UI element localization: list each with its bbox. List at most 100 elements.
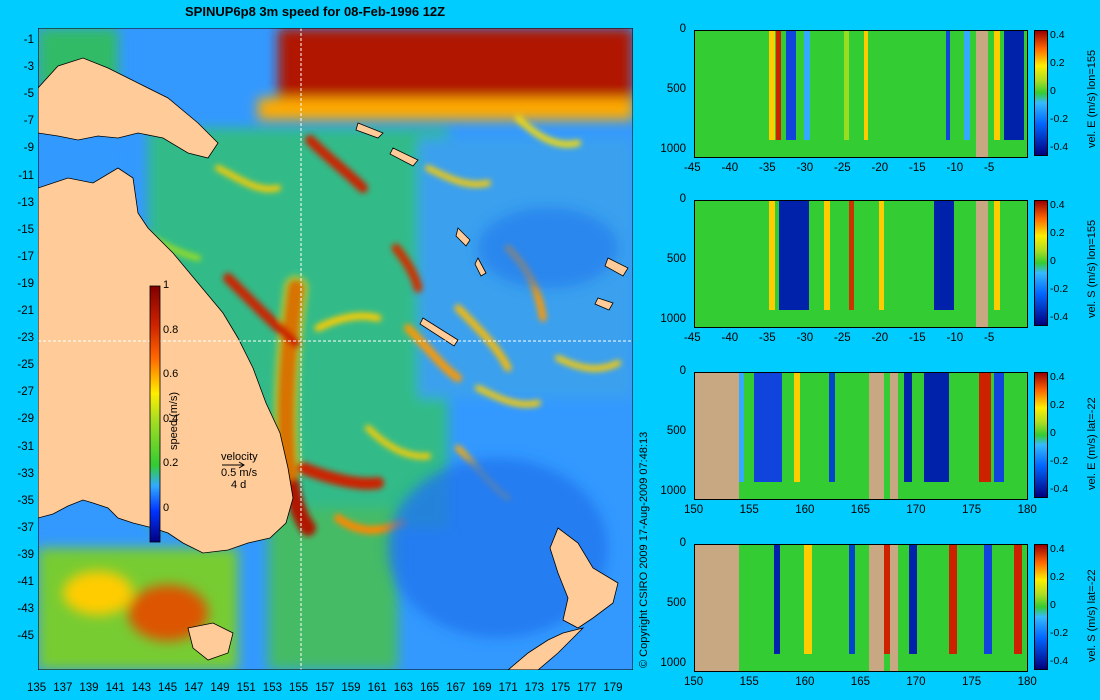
velocity-band bbox=[774, 544, 780, 654]
section-x-tick: 165 bbox=[850, 504, 870, 516]
lat-label: -41 bbox=[17, 576, 34, 588]
section-y-tick: 1000 bbox=[660, 657, 686, 669]
lat-label: -31 bbox=[17, 440, 34, 453]
section-colorbar-tick: 0.4 bbox=[1050, 29, 1065, 41]
map-colorbar-tick: 0.2 bbox=[163, 457, 179, 470]
lat-label: -37 bbox=[17, 521, 34, 534]
map-canvas bbox=[38, 28, 633, 670]
lat-label: -33 bbox=[17, 467, 34, 480]
lat-label: -21 bbox=[17, 305, 34, 317]
lon-label: 161 bbox=[367, 682, 387, 694]
section-colorbar bbox=[1034, 372, 1048, 498]
velocity-band bbox=[779, 200, 809, 310]
velocity-band bbox=[776, 30, 781, 140]
land-mask bbox=[694, 372, 739, 500]
section-x-tick: 165 bbox=[850, 676, 870, 688]
section-x-tick: 170 bbox=[906, 504, 926, 516]
section-colorbar bbox=[1034, 200, 1048, 326]
velocity-key-title: velocity bbox=[221, 451, 258, 463]
lon-label: 169 bbox=[472, 682, 492, 694]
section-background bbox=[694, 544, 1028, 672]
section-x-tick: 170 bbox=[906, 676, 926, 688]
section-panel bbox=[694, 200, 1028, 328]
lon-label: 163 bbox=[393, 682, 413, 694]
section-y-tick: 0 bbox=[679, 193, 686, 205]
section-colorbar-tick: 0.4 bbox=[1050, 199, 1065, 211]
section-colorbar-tick: 0.2 bbox=[1050, 399, 1065, 411]
lon-label: 149 bbox=[210, 682, 230, 694]
lat-label: -11 bbox=[18, 169, 34, 182]
velocity-band bbox=[924, 372, 949, 482]
velocity-band bbox=[824, 200, 830, 310]
velocity-band bbox=[769, 30, 775, 140]
velocity-band bbox=[949, 544, 957, 654]
section-x-tick: -40 bbox=[721, 162, 739, 174]
lon-label: 141 bbox=[105, 682, 125, 694]
lat-label: -39 bbox=[17, 548, 34, 561]
section-frame bbox=[694, 544, 1028, 672]
velocity-band bbox=[994, 30, 1000, 140]
section-colorbar-tick: 0 bbox=[1050, 255, 1056, 267]
figure-title: SPINUP6p8 3m speed for 08-Feb-1996 12Z bbox=[185, 4, 446, 19]
section-y-tick: 0 bbox=[679, 365, 686, 377]
velocity-band bbox=[1014, 544, 1022, 654]
lon-label: 143 bbox=[131, 682, 151, 694]
section-y-tick: 500 bbox=[666, 253, 686, 265]
lon-label: 165 bbox=[420, 682, 440, 694]
section-x-tick: -15 bbox=[909, 162, 926, 174]
lon-label: 177 bbox=[577, 682, 597, 694]
section-x-tick: -10 bbox=[946, 332, 964, 344]
lat-label: -9 bbox=[23, 142, 34, 155]
lon-label: 145 bbox=[158, 682, 178, 694]
lat-label: -27 bbox=[17, 386, 34, 399]
section-x-tick: 155 bbox=[739, 504, 759, 516]
section-x-tick: 175 bbox=[962, 504, 982, 516]
section-y-tick: 1000 bbox=[660, 485, 686, 497]
section-x-tick: -40 bbox=[721, 332, 739, 344]
velocity-band bbox=[849, 200, 854, 310]
section-x-tick: -35 bbox=[759, 162, 776, 174]
section-colorbar-tick: -0.2 bbox=[1050, 283, 1069, 295]
section-y-tick: 500 bbox=[666, 425, 686, 437]
lat-label: -29 bbox=[17, 413, 34, 426]
section-background bbox=[694, 372, 1028, 500]
lon-label: 179 bbox=[603, 682, 623, 694]
lat-label: -1 bbox=[23, 34, 34, 46]
section-colorbar bbox=[1034, 30, 1048, 156]
section-frame bbox=[694, 372, 1028, 500]
section-colorbar-tick: -0.4 bbox=[1050, 655, 1069, 667]
velocity-band bbox=[994, 200, 1000, 310]
map-colorbar-tick: 0.8 bbox=[163, 323, 179, 336]
lat-label: -23 bbox=[17, 332, 34, 345]
copyright-text: © Copyright CSIRO 2009 17-Aug-2009 07:48… bbox=[638, 431, 650, 668]
section-y-tick: 500 bbox=[666, 83, 686, 95]
lat-label: -25 bbox=[17, 359, 34, 372]
section-x-tick: -45 bbox=[684, 332, 701, 344]
section-colorbar-tick: -0.2 bbox=[1050, 627, 1069, 639]
map-colorbar-tick: 0.4 bbox=[163, 412, 179, 425]
map-colorbar-label: speed (m/s) bbox=[168, 391, 180, 450]
velocity-band bbox=[1004, 30, 1024, 140]
lon-label: 173 bbox=[524, 682, 544, 694]
section-x-tick: -15 bbox=[909, 332, 926, 344]
section-x-tick: -5 bbox=[984, 162, 995, 174]
lon-label: 151 bbox=[236, 682, 256, 694]
section-colorbar-tick: 0.2 bbox=[1050, 227, 1065, 239]
velocity-key-speed: 0.5 m/s bbox=[221, 467, 258, 479]
australia bbox=[38, 167, 294, 554]
velocity-band bbox=[994, 372, 1004, 482]
lon-label: 157 bbox=[315, 682, 335, 694]
lat-label: -43 bbox=[17, 603, 34, 616]
section-colorbar-tick: 0.4 bbox=[1050, 543, 1065, 555]
velocity-band bbox=[909, 544, 917, 654]
section-colorbar-tick: 0 bbox=[1050, 599, 1056, 611]
lat-label: -3 bbox=[23, 61, 34, 74]
velocity-band bbox=[736, 372, 744, 482]
velocity-band bbox=[769, 200, 775, 310]
section-background bbox=[694, 200, 1028, 328]
section-x-tick: -45 bbox=[684, 162, 701, 174]
section-x-tick: -30 bbox=[796, 162, 814, 174]
lon-label: 167 bbox=[446, 682, 466, 694]
velocity-key-duration: 4 d bbox=[231, 479, 247, 491]
land-mask bbox=[890, 372, 898, 500]
